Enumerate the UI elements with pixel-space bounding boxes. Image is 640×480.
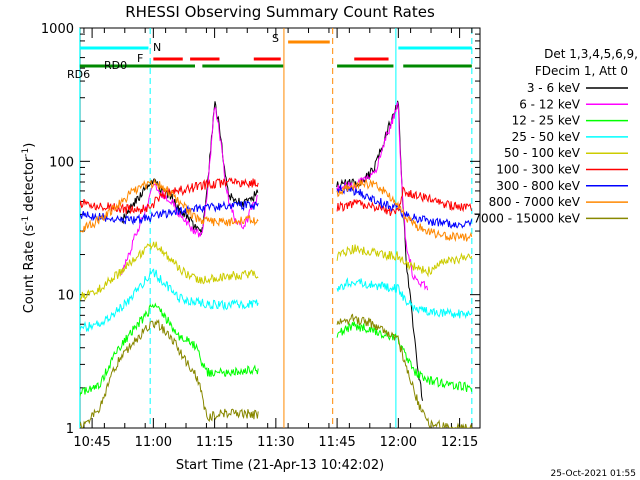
legend-header-line: Det 1,3,4,5,6,9, [544,47,638,61]
y-tick-label: 100 [49,155,74,170]
plot-area: 1 10 100 1000 10:45 11:00 11:15 11:30 11:45 12:00… [41,22,481,450]
chart-title: RHESSI Observing Summary Count Rates [125,3,435,21]
y-label-part: ) [22,143,37,148]
series-line [80,178,473,243]
x-tick-label: 11:15 [196,435,233,450]
footer-date: 25-Oct-2021 01:55 [551,469,636,479]
y-tick-label: 10 [57,289,74,304]
x-tick-label: 12:15 [441,435,478,450]
x-tick-label: 12:00 [380,435,417,450]
flag-label: S [272,32,279,45]
legend: Det 1,3,4,5,6,9, FDecim 1, Att 0 3 - 6 k… [473,47,638,225]
x-tick-label: 11:00 [135,435,172,450]
legend-entry-label: 25 - 50 keV [512,130,581,144]
legend-entry-label: 7000 - 15000 keV [473,211,580,225]
plot-frame [79,27,481,429]
y-axis-label: Count Rate (s-1 detector-1) [21,143,37,314]
series-line [121,100,423,401]
series-line [80,268,473,333]
y-label-part: -1 [21,216,31,225]
flag-label: F [137,52,143,65]
x-tick-label: 10:45 [73,435,110,450]
x-tick-label: 11:30 [257,435,294,450]
legend-header-line: FDecim 1, Att 0 [535,64,628,78]
flag-label: N [153,41,161,54]
flag-label: RD0 [104,59,127,72]
y-label-part: Count Rate (s [22,225,37,314]
legend-entry-label: 300 - 800 keV [496,179,580,193]
flag-label: RD6 [67,68,90,81]
series-line [80,302,473,397]
series-line [80,184,473,229]
legend-entry-label: 100 - 300 keV [496,163,580,177]
x-tick-label: 11:45 [318,435,355,450]
y-label-part: -1 [21,148,31,157]
x-axis-label: Start Time (21-Apr-13 10:42:02) [176,458,384,473]
series-line [80,313,473,428]
series-layer [80,100,473,428]
legend-entry-label: 12 - 25 keV [512,114,581,128]
y-tick-label: 1 [66,422,74,437]
y-tick-label: 1000 [41,22,74,37]
legend-entry-label: 800 - 7000 keV [489,195,581,209]
legend-entry-label: 50 - 100 keV [504,146,581,160]
y-label-part: detector [22,156,37,216]
series-line [80,177,473,216]
legend-entry-label: 6 - 12 keV [519,97,581,111]
series-line [80,241,473,301]
legend-entry-label: 3 - 6 keV [527,81,581,95]
